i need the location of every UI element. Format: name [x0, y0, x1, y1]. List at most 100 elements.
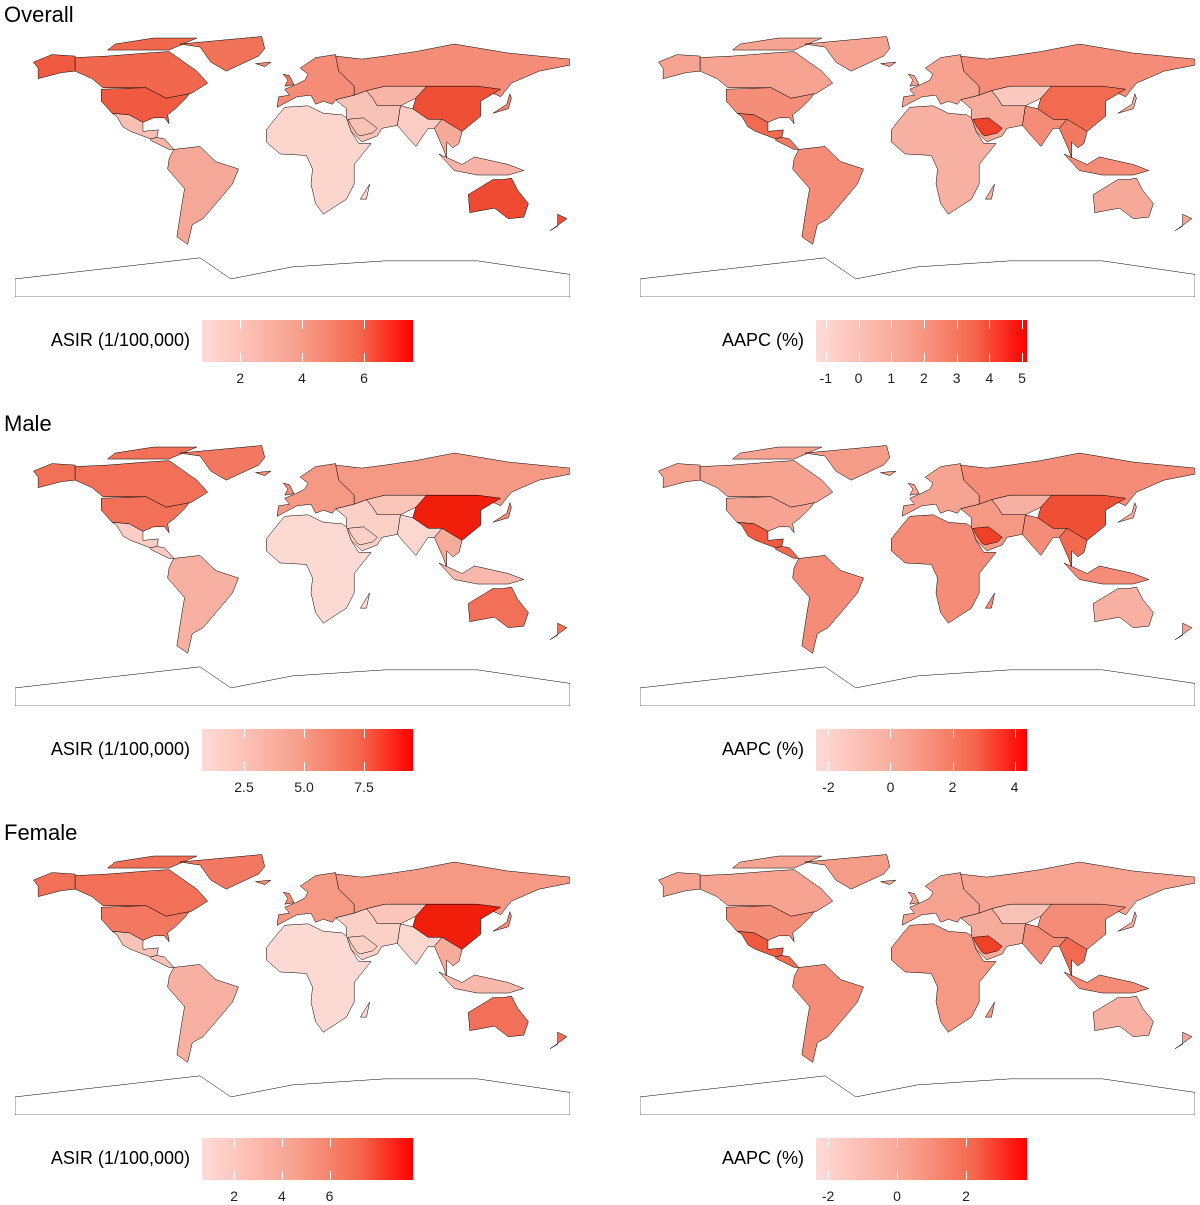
region-africa — [266, 106, 371, 214]
region-alaska — [659, 55, 701, 79]
region-iceland — [256, 62, 271, 67]
legend-tick-label: 5 — [1018, 370, 1026, 386]
region-antarctica — [15, 1076, 570, 1115]
legend-tick-mark — [989, 353, 991, 362]
legend-tick-mark — [244, 762, 245, 771]
region-japan — [493, 912, 512, 932]
region-indonesia — [1064, 563, 1149, 584]
region-se-asia — [434, 119, 462, 158]
region-india — [1022, 924, 1067, 965]
legend-tick-mark — [890, 729, 892, 738]
legend-tick-mark — [890, 762, 892, 771]
region-new-zealand — [550, 623, 567, 640]
legend-tick-mark — [923, 353, 925, 362]
region-south-america — [168, 964, 239, 1062]
region-greenland — [805, 446, 890, 481]
region-alaska — [34, 55, 76, 79]
legend-tick-mark — [828, 1138, 830, 1147]
region-africa — [266, 924, 371, 1032]
region-canada-islands — [108, 856, 197, 868]
region-india — [1022, 106, 1067, 147]
legend-tick-label: 4 — [298, 370, 306, 386]
legend-tick-mark — [828, 729, 830, 738]
world-map-svg — [15, 853, 570, 1115]
legend-tick-mark — [281, 1138, 283, 1147]
world-map-svg — [15, 444, 570, 706]
region-new-zealand — [550, 1032, 567, 1049]
region-madagascar — [360, 184, 369, 199]
region-africa — [891, 515, 996, 623]
legend-tick-mark — [956, 353, 958, 362]
region-se-asia — [1059, 528, 1087, 567]
region-se-asia — [434, 937, 462, 976]
asir-legend-title: ASIR (1/100,000) — [50, 739, 190, 759]
legend-tick-label: 6 — [325, 1188, 334, 1204]
legend-tick-mark — [1022, 320, 1024, 329]
legend-tick-label: -2 — [822, 779, 835, 795]
world-map-svg — [640, 444, 1195, 706]
region-madagascar — [985, 184, 994, 199]
region-australia — [1093, 996, 1153, 1037]
region-new-zealand — [1175, 1032, 1192, 1049]
region-greenland — [805, 855, 890, 890]
region-india — [397, 515, 442, 556]
region-indonesia — [439, 563, 524, 584]
region-uk — [283, 483, 294, 495]
legend-tick-mark — [989, 320, 991, 329]
region-japan — [493, 503, 512, 523]
region-antarctica — [640, 258, 1195, 297]
legend-tick-mark — [364, 729, 366, 738]
region-central-america — [776, 546, 799, 558]
legend-tick-mark — [891, 320, 893, 329]
region-canada — [700, 870, 833, 917]
region-south-america — [793, 964, 864, 1062]
asir-map — [15, 444, 570, 706]
aapc-legend-colorbar — [816, 1138, 1027, 1180]
aapc-legend-colorbar — [816, 729, 1027, 771]
region-iceland — [256, 471, 271, 476]
asir-legend-colorbar — [202, 320, 413, 362]
legend-tick-label: 0 — [886, 779, 895, 795]
legend-tick-mark — [1014, 762, 1016, 771]
legend-tick-mark — [281, 1171, 283, 1180]
legend-tick-label: 2.5 — [234, 779, 254, 795]
legend-tick-label: 0 — [893, 1188, 901, 1204]
region-new-zealand — [1175, 623, 1192, 640]
region-madagascar — [360, 1002, 369, 1017]
legend-tick-mark — [897, 1138, 899, 1147]
legend-tick-label: 3 — [952, 370, 961, 386]
region-greenland — [805, 37, 890, 72]
legend-tick-mark — [304, 729, 306, 738]
legend-tick-mark — [952, 762, 954, 771]
region-canada-islands — [108, 38, 197, 50]
region-central-america — [776, 137, 799, 149]
asir-legend-colorbar — [202, 1138, 413, 1180]
legend-tick-mark — [858, 353, 860, 362]
region-new-zealand — [550, 214, 567, 231]
legend-tick-mark — [329, 1171, 331, 1180]
region-india — [1022, 515, 1067, 556]
legend-tick-mark — [891, 353, 893, 362]
legend-tick-label: 7.5 — [354, 779, 374, 795]
region-central-america — [151, 546, 174, 558]
region-antarctica — [640, 1076, 1195, 1115]
aapc-legend-title: AAPC (%) — [721, 330, 804, 350]
legend-tick-label: 2 — [948, 779, 957, 795]
region-south-america — [793, 146, 864, 244]
region-iceland — [881, 880, 896, 885]
region-canada-islands — [733, 38, 822, 50]
region-uk — [908, 74, 919, 86]
region-saudi-arabia — [348, 118, 377, 136]
legend-tick-mark — [825, 353, 827, 362]
panel-title-male: Male — [4, 411, 52, 436]
region-new-zealand — [1175, 214, 1192, 231]
legend-tick-mark — [956, 320, 958, 329]
legend-tick-mark — [965, 1138, 967, 1147]
legend-tick-mark — [923, 320, 925, 329]
panel-title-overall: Overall — [4, 2, 74, 27]
world-map-svg — [640, 853, 1195, 1115]
region-australia — [468, 587, 528, 628]
legend-tick-label: -1 — [819, 370, 833, 386]
region-alaska — [659, 464, 701, 488]
region-alaska — [34, 873, 76, 897]
